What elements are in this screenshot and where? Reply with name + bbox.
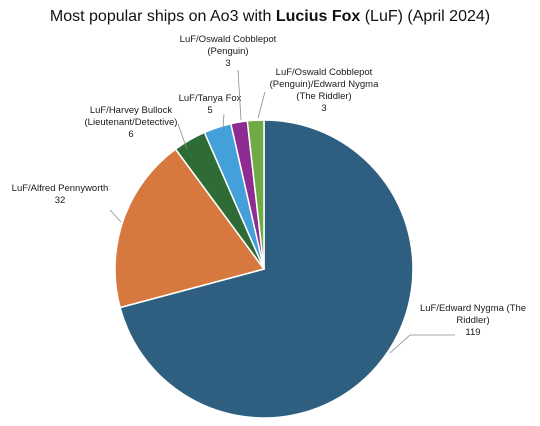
slice-category-label: LuF/Oswald Cobblepot	[180, 34, 277, 45]
pie-slice	[246, 119, 265, 270]
slice-leader-line	[177, 123, 188, 150]
slice-category-label: (The Riddler)	[296, 91, 351, 102]
slice-leader-line	[257, 91, 266, 119]
slice-category-label: LuF/Tanya Fox	[179, 93, 242, 104]
slice-leader-line	[222, 113, 225, 129]
chart-title-highlight: Lucius Fox	[275, 8, 361, 25]
pie-slice	[119, 119, 414, 419]
pie-slice	[114, 148, 266, 309]
slice-category-label: Riddler)	[456, 315, 489, 326]
slice-category-label: (Penguin)/Edward Nygma	[270, 79, 379, 90]
slice-value-label: 5	[207, 105, 212, 116]
slice-category-label: LuF/Alfred Pennyworth	[12, 183, 109, 194]
slice-category-label: (Lieutenant/Detective)	[85, 117, 178, 128]
slice-value-label: 3	[321, 103, 326, 114]
slice-category-label: LuF/Oswald Cobblepot	[276, 67, 373, 78]
slice-category-label: LuF/Harvey Bullock	[90, 105, 173, 116]
slice-value-label: 32	[55, 195, 66, 206]
slice-leader-line	[109, 209, 122, 223]
slice-leader-line	[237, 69, 242, 121]
chart-title-suffix: (LuF) (April 2024)	[360, 8, 491, 25]
chart-title-prefix: Most popular ships on Ao3 with	[49, 8, 276, 25]
slice-leader-line	[389, 334, 455, 354]
chart-title: Most popular ships on Ao3 with Lucius Fo…	[0, 8, 540, 26]
slice-category-label: (Penguin)	[207, 46, 248, 57]
slice-value-label: 3	[225, 58, 230, 69]
slice-category-label: LuF/Edward Nygma (The	[420, 303, 526, 314]
slice-value-label: 6	[128, 129, 133, 140]
slice-value-label: 119	[465, 327, 480, 338]
